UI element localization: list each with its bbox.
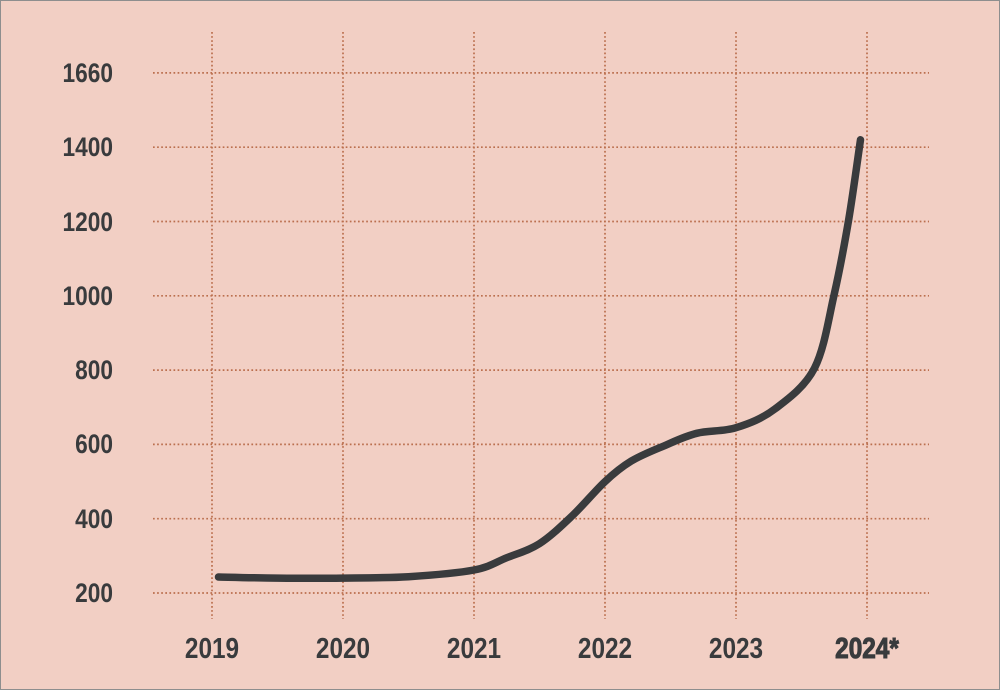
y-tick-label: 1200 (62, 206, 113, 237)
y-tick-label: 400 (75, 503, 113, 534)
y-tick-label: 800 (75, 355, 113, 386)
x-tick-label: 2022 (577, 633, 633, 665)
x-tick-label: 2024* (835, 633, 900, 665)
data-series-line (214, 136, 865, 583)
y-tick-label: 1000 (62, 280, 113, 311)
y-tick-label: 600 (75, 429, 113, 460)
x-tick-label: 2021 (446, 633, 502, 665)
y-tick-label: 200 (75, 578, 113, 608)
y-tick-label: 1660 (62, 57, 113, 88)
y-tick-label: 1400 (62, 132, 113, 163)
x-tick-label: 2023 (708, 633, 764, 665)
x-tick-label: 2020 (315, 633, 371, 665)
x-tick-label: 2019 (184, 633, 240, 665)
